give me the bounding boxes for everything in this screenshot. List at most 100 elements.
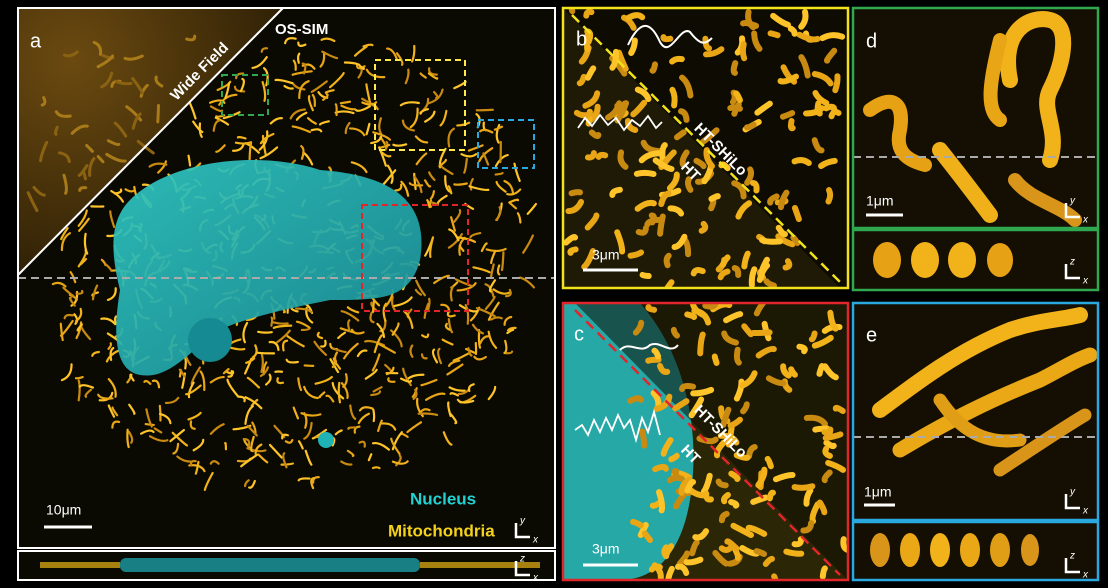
mitochondrion bbox=[225, 443, 226, 449]
axis-label: y bbox=[519, 516, 526, 527]
mitochondrion bbox=[373, 301, 374, 312]
scale-bar-label: 3μm bbox=[592, 541, 620, 557]
mitochondrion bbox=[826, 107, 834, 110]
mitochondrion bbox=[282, 464, 293, 465]
mitochondrion bbox=[668, 569, 672, 580]
panel-label: c bbox=[574, 323, 584, 345]
panel-label: b bbox=[576, 28, 587, 50]
mitochondrion bbox=[734, 63, 736, 73]
mitochondrion bbox=[655, 467, 666, 469]
mitochondrion bbox=[699, 439, 715, 442]
axis-label: y bbox=[1069, 487, 1076, 498]
mitochondrion bbox=[236, 142, 251, 143]
mitochondrion bbox=[711, 196, 717, 199]
mitochondrion bbox=[628, 15, 642, 18]
blob bbox=[987, 243, 1013, 277]
mitochondrion bbox=[631, 40, 635, 53]
mitochondrion bbox=[795, 208, 799, 219]
mitochondrion bbox=[762, 240, 780, 242]
mitochondrion bbox=[768, 459, 771, 466]
mitochondrion bbox=[786, 552, 801, 554]
blob bbox=[1021, 534, 1039, 566]
mitochondrion bbox=[693, 390, 711, 393]
axis-label: x bbox=[532, 535, 539, 546]
mitochondrion bbox=[643, 275, 649, 276]
mitochondrion bbox=[795, 160, 809, 163]
mitochondrion bbox=[731, 502, 736, 506]
mitochondrion bbox=[502, 252, 503, 270]
mitochondrion bbox=[771, 33, 778, 35]
mitochondrion bbox=[580, 77, 584, 83]
mitochondrion bbox=[822, 35, 842, 38]
scale-bar-label: 3μm bbox=[592, 247, 620, 263]
axis-label: x bbox=[1082, 570, 1089, 581]
panel-label: a bbox=[30, 30, 42, 52]
mitochondrion bbox=[823, 568, 825, 576]
mitochondrion bbox=[753, 498, 766, 502]
mitochondrion bbox=[819, 366, 821, 374]
mitochondrion bbox=[339, 383, 340, 403]
mitochondrion bbox=[744, 254, 747, 267]
mitochondrion bbox=[793, 238, 797, 244]
mitochondrion bbox=[592, 133, 599, 136]
mitochondrion bbox=[373, 467, 379, 468]
mitochondrion bbox=[373, 410, 374, 421]
region-label: OS-SIM bbox=[275, 21, 328, 38]
scale-bar-label: 1μm bbox=[866, 193, 894, 209]
mitochondrion bbox=[812, 333, 815, 339]
mitochondrion bbox=[158, 106, 159, 122]
mitochondrion bbox=[715, 357, 717, 363]
mitochondrion bbox=[631, 252, 642, 255]
mitochondrion bbox=[735, 268, 738, 275]
mitochondrion bbox=[687, 560, 701, 563]
legend-label: Mitochondria bbox=[388, 521, 495, 540]
xz-mito bbox=[40, 562, 120, 568]
mitochondrion bbox=[770, 493, 773, 499]
mitochondrion bbox=[743, 23, 756, 26]
mitochondrion bbox=[791, 369, 795, 374]
mitochondrion bbox=[737, 350, 739, 363]
mitochondrion bbox=[336, 104, 337, 115]
axis-label: x bbox=[532, 573, 539, 584]
mitochondrion bbox=[645, 534, 650, 541]
mitochondrion bbox=[348, 320, 349, 330]
mitochondrion bbox=[674, 330, 677, 336]
mitochondrion bbox=[642, 431, 644, 445]
blob bbox=[960, 533, 980, 567]
mitochondrion bbox=[56, 127, 58, 134]
mitochondrion bbox=[667, 256, 669, 265]
mitochondrion bbox=[702, 224, 706, 231]
axis-label: z bbox=[519, 554, 525, 565]
mitochondrion bbox=[79, 381, 80, 401]
mitochondrion bbox=[454, 184, 466, 185]
mitochondrion bbox=[630, 398, 641, 401]
mitochondrion bbox=[694, 270, 703, 273]
mitochondrion bbox=[258, 332, 272, 333]
blob bbox=[990, 533, 1010, 567]
mitochondrion bbox=[654, 351, 658, 357]
blob bbox=[948, 242, 976, 278]
mitochondrion bbox=[682, 386, 693, 389]
mitochondrion bbox=[652, 64, 655, 70]
xz-nucleus bbox=[120, 558, 420, 572]
mitochondrion bbox=[722, 548, 731, 550]
axis-label: z bbox=[1069, 551, 1075, 562]
mitochondrion bbox=[991, 40, 1000, 120]
nucleus-lobe bbox=[188, 318, 232, 362]
mitochondrion bbox=[633, 522, 641, 525]
mitochondrion bbox=[271, 318, 272, 326]
scale-bar-label: 1μm bbox=[864, 484, 892, 500]
mitochondrion bbox=[663, 37, 670, 39]
mitochondrion bbox=[637, 173, 654, 174]
blob bbox=[900, 533, 920, 567]
mitochondrion bbox=[786, 261, 790, 267]
axis-label: y bbox=[1069, 196, 1076, 207]
mitochondrion bbox=[700, 335, 703, 354]
mitochondrion bbox=[836, 408, 843, 411]
mitochondrion bbox=[570, 249, 575, 252]
blob bbox=[911, 242, 939, 278]
mitochondrion bbox=[791, 121, 793, 128]
mitochondrion bbox=[659, 492, 662, 510]
mitochondrion bbox=[783, 113, 792, 117]
mitochondrion bbox=[795, 486, 813, 488]
